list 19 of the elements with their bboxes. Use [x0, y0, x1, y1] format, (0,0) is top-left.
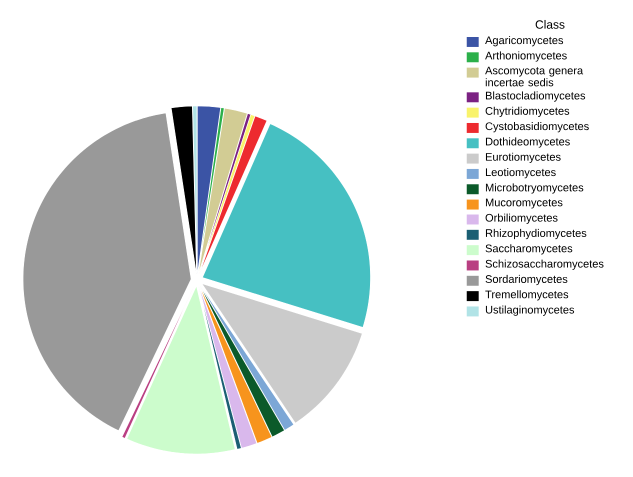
- legend-label: Ascomycota genera incertae sedis: [485, 66, 584, 86]
- legend-label: Chytridiomycetes: [486, 106, 570, 117]
- legend-label: Arthoniomycetes: [485, 51, 567, 62]
- legend-label: Cystobasidiomycetes: [486, 122, 589, 132]
- legend-label: Agaricomycetes: [485, 36, 564, 46]
- legend-label: Dothideomycetes: [486, 137, 570, 148]
- legend-label: Blastocladiomycetes: [486, 91, 586, 102]
- legend-label: Orbiliomycetes: [486, 214, 558, 224]
- legend-label: Saccharomycetes: [486, 244, 572, 255]
- legend-label: Schizosaccharomycetes: [486, 260, 604, 270]
- legend-label: Ustilaginomycetes: [486, 306, 574, 316]
- legend-label: Rhizophydiomycetes: [486, 228, 586, 240]
- legend-label: Microbotryomycetes: [486, 183, 584, 194]
- legend-label: Leotiomycetes: [486, 168, 556, 178]
- legend-label: Sordariomycetes: [486, 274, 568, 286]
- legend-label: Eurotiomycetes: [486, 152, 561, 163]
- legend-title: Class: [536, 20, 565, 29]
- legend-label: Tremellomycetes: [485, 290, 568, 300]
- legend-label: Mucoromycetes: [486, 198, 562, 209]
